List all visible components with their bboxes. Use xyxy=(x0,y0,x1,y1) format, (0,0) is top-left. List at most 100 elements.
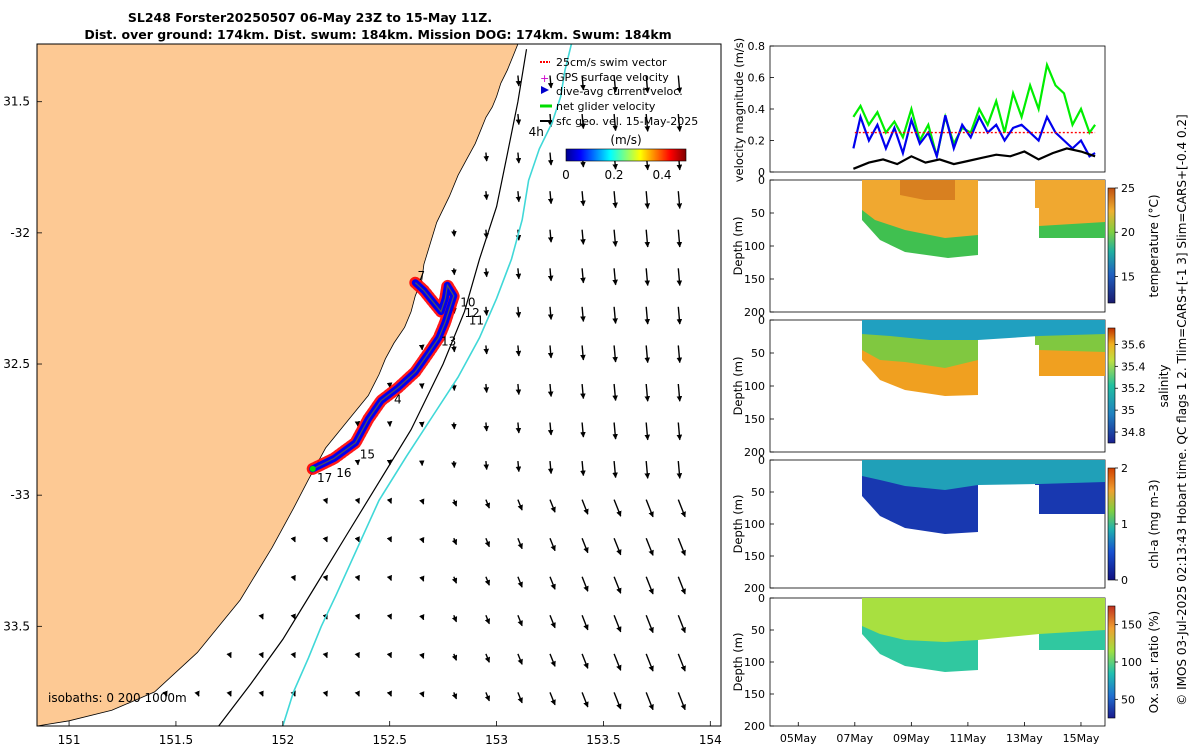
map-y-tick-label: 32.5 xyxy=(3,357,30,371)
depth-tick-label: 150 xyxy=(744,688,765,701)
geo-velocity-arrow xyxy=(676,191,683,209)
speed-colorbar-title: (m/s) xyxy=(610,133,641,147)
geo-velocity-arrow xyxy=(451,499,458,507)
geo-velocity-arrow xyxy=(580,268,586,284)
depth-tick-label: 0 xyxy=(758,592,765,605)
colorbar-tick-label: 15 xyxy=(1121,270,1135,283)
geo-velocity-arrow xyxy=(419,575,425,582)
geo-velocity-arrow xyxy=(613,692,622,710)
map-x-axis: 151 151.5 152 152.5 153 153.5 154 xyxy=(58,721,722,747)
geo-velocity-arrow xyxy=(644,75,651,94)
map-x-tick-label: 153.5 xyxy=(586,733,620,747)
geo-velocity-arrow xyxy=(547,383,554,398)
geo-velocity-arrow xyxy=(483,191,490,201)
geo-velocity-arrow xyxy=(322,690,328,697)
geo-velocity-arrow xyxy=(290,536,296,543)
map-day-label: 12 xyxy=(465,306,480,320)
geo-velocity-arrow xyxy=(676,422,683,441)
legend-label-gps-velocity: GPS surface velocity xyxy=(556,71,669,84)
geo-velocity-arrow xyxy=(676,345,683,364)
depth-tick-label: 0 xyxy=(758,314,765,327)
colorbar-tick-label: 150 xyxy=(1121,619,1142,632)
geo-velocity-arrow xyxy=(322,574,328,582)
geo-velocity-arrow xyxy=(644,383,651,402)
geo-velocity-arrow xyxy=(419,536,425,544)
legend-label-swim-vector: 25cm/s swim vector xyxy=(556,56,667,69)
geo-velocity-arrow xyxy=(549,499,556,513)
geo-velocity-arrow xyxy=(612,306,618,324)
legend-label-dive-avg-current: dive-avg current veloc. xyxy=(556,85,683,98)
geo-velocity-arrow xyxy=(676,113,683,132)
geo-velocity-arrow xyxy=(517,653,523,665)
glider-track-line xyxy=(312,282,455,470)
geo-velocity-arrow xyxy=(354,497,360,504)
geo-velocity-arrow xyxy=(644,306,651,325)
geo-velocity-arrow xyxy=(515,383,522,396)
depth-tick-label: 200 xyxy=(744,720,765,733)
geo-velocity-arrow xyxy=(547,191,554,205)
geo-velocity-arrow xyxy=(451,461,457,469)
depth-tick-label: 50 xyxy=(751,486,765,499)
geo-velocity-arrow xyxy=(451,692,458,700)
geo-velocity-arrow xyxy=(645,537,654,556)
map-day-label: 4h xyxy=(529,125,544,139)
time-tick-label: 11May xyxy=(950,732,987,745)
geo-velocity-arrow xyxy=(613,499,622,517)
geo-velocity-arrow xyxy=(612,75,618,93)
speed-colorbar: (m/s) 0 0.2 0.4 xyxy=(562,133,687,182)
geo-velocity-arrow xyxy=(677,576,686,595)
velocity-y-tick-label: 0.2 xyxy=(748,135,766,148)
time-tick-label: 15May xyxy=(1063,732,1100,745)
geo-velocity-arrow xyxy=(645,499,654,518)
depth-tick-label: 100 xyxy=(744,518,765,531)
geo-velocity-arrow xyxy=(613,537,622,556)
velocity-y-tick-label: 0.4 xyxy=(748,103,766,116)
geo-velocity-arrow xyxy=(581,576,589,592)
colorbar-tick-label: 35 xyxy=(1121,404,1135,417)
geo-velocity-arrow xyxy=(483,306,490,316)
temperature-panel: 0 50 100 150 200 Depth (m) 15 20 25 temperatur… xyxy=(731,174,1161,319)
depth-tick-label: 100 xyxy=(744,656,765,669)
geo-velocity-arrow xyxy=(483,152,490,162)
geo-velocity-arrow xyxy=(419,613,425,621)
oxygen-colorbar xyxy=(1107,605,1116,719)
side-caption: © IMOS 03-Jul-2025 02:13:43 Hobart time.… xyxy=(1175,114,1189,705)
isobath-label: isobaths: 0 200 1000m xyxy=(48,691,187,705)
chla-colorbar xyxy=(1107,467,1116,581)
colorbar-tick-label: 1 xyxy=(1121,518,1128,531)
geo-velocity-arrow xyxy=(676,229,683,248)
geo-velocity-arrow xyxy=(677,537,686,556)
depth-tick-label: 0 xyxy=(758,174,765,187)
map-day-label: 15 xyxy=(360,447,375,461)
geo-velocity-arrow xyxy=(612,191,618,209)
geo-velocity-arrow xyxy=(515,75,522,87)
geo-velocity-arrow xyxy=(484,653,491,663)
geo-velocity-arrow xyxy=(451,268,457,276)
map-x-tick-label: 151.5 xyxy=(159,733,193,747)
geo-velocity-arrow xyxy=(549,537,556,552)
geo-velocity-arrow xyxy=(644,268,651,287)
salinity-section-top xyxy=(862,320,1105,340)
depth-tick-label: 200 xyxy=(744,306,765,319)
geo-velocity-arrow xyxy=(547,229,554,243)
geo-velocity-arrow xyxy=(644,113,651,132)
map-x-tick-label: 153 xyxy=(485,733,508,747)
geo-velocity-arrow xyxy=(677,653,686,672)
geo-velocity-arrow xyxy=(549,692,556,706)
geo-velocity-arrow xyxy=(581,499,589,515)
map-y-tick-label: 33.5 xyxy=(3,619,30,633)
depth-tick-label: 50 xyxy=(751,207,765,220)
geo-velocity-arrow xyxy=(515,113,522,126)
geo-velocity-arrow xyxy=(515,461,522,473)
geo-velocity-arrow xyxy=(322,651,328,659)
velocity-series-line xyxy=(852,147,1096,170)
oxygen-panel: 0 50 100 150 200 Depth (m) 50 100 150 Ox. sat.… xyxy=(731,592,1161,745)
geo-velocity-arrow xyxy=(451,229,457,237)
depth-tick-label: 150 xyxy=(744,550,765,563)
velocity-y-label: velocity magnitude (m/s) xyxy=(732,38,746,183)
legend-label-net-glider-velocity: net glider velocity xyxy=(556,100,656,113)
geo-velocity-arrow xyxy=(483,383,490,393)
oxygen-colorbar-label: Ox. sat. ratio (%) xyxy=(1147,611,1161,713)
geo-velocity-arrow xyxy=(194,690,200,697)
speed-colorbar-tick-label: 0 xyxy=(562,168,570,182)
